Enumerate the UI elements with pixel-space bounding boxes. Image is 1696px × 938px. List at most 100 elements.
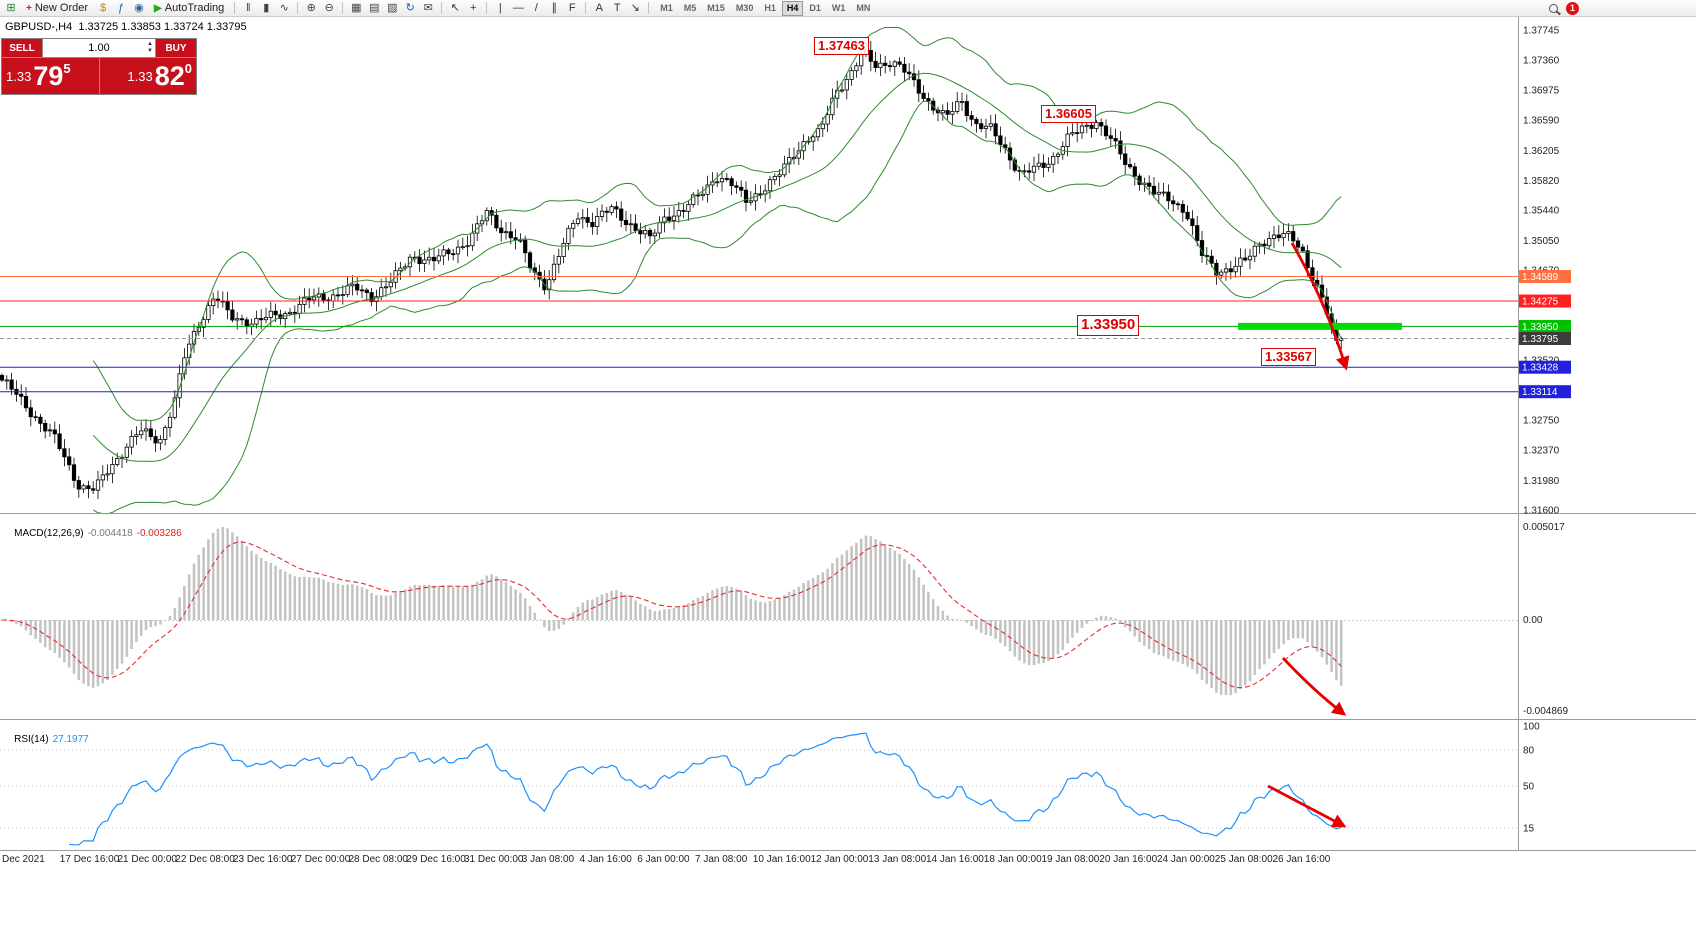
buy-price-prefix: 1.33	[127, 68, 153, 84]
svg-text:1.33114: 1.33114	[1522, 387, 1558, 398]
search-button[interactable]	[1545, 1, 1562, 16]
volume-value: 1.00	[88, 42, 110, 54]
svg-text:80: 80	[1523, 746, 1535, 757]
svg-text:1.34275: 1.34275	[1522, 297, 1559, 308]
timeframe-group[interactable]: M1 M5 M15 M30 H1 H4 D1 W1 MN	[655, 0, 875, 16]
timeframe-button-d1[interactable]: D1	[804, 1, 826, 16]
sell-button[interactable]: SELL	[2, 39, 42, 57]
profiles-icon[interactable]: ◉	[134, 1, 144, 14]
buy-price-main: 82	[154, 61, 185, 91]
macd-signal-value: -0.003286	[136, 528, 182, 539]
svg-text:24 Jan 00:00: 24 Jan 00:00	[1157, 854, 1215, 865]
sell-signal-arrow-price[interactable]	[1290, 242, 1350, 371]
spinner-up-icon[interactable]: ▲	[147, 41, 153, 47]
timeframe-button-m15[interactable]: M15	[702, 1, 730, 16]
timeframe-button-w1[interactable]: W1	[827, 1, 851, 16]
price-tag-1.33950: 1.33950	[1519, 319, 1571, 333]
new-order-button-label: New Order	[34, 2, 89, 14]
timeframe-button-m5[interactable]: M5	[679, 1, 702, 16]
svg-text:1.36975: 1.36975	[1523, 86, 1560, 97]
new-order-button[interactable]: + New Order	[21, 1, 93, 16]
horizontal-line-icon[interactable]: ―	[512, 1, 524, 14]
crosshair-icon[interactable]: +	[470, 1, 477, 14]
svg-text:1.37745: 1.37745	[1523, 26, 1560, 37]
price-annotation-1.37463[interactable]: 1.37463	[814, 37, 869, 56]
toolbar-sep	[297, 2, 299, 14]
buy-price-display[interactable]: 1.33 82 0	[98, 58, 197, 94]
svg-text:50: 50	[1523, 782, 1535, 793]
volume-spinner[interactable]: ▲ ▼	[147, 41, 153, 55]
svg-text:27 Dec 00:00: 27 Dec 00:00	[291, 854, 351, 865]
svg-text:1.32370: 1.32370	[1523, 445, 1560, 456]
strategy-tester-icon[interactable]: ↻	[405, 1, 415, 14]
sell-signal-arrow-macd[interactable]	[1281, 657, 1347, 716]
zoom-out-icon[interactable]: ⊖	[324, 1, 334, 14]
zoom-in-icon[interactable]: ⊕	[306, 1, 316, 14]
svg-text:25 Jan 08:00: 25 Jan 08:00	[1215, 854, 1273, 865]
cursor-icon[interactable]: ↖	[450, 1, 460, 14]
svg-text:1.31980: 1.31980	[1523, 476, 1560, 487]
sell-price-display[interactable]: 1.33 79 5	[2, 58, 99, 94]
svg-text:15: 15	[1523, 824, 1535, 835]
svg-text:14 Jan 16:00: 14 Jan 16:00	[926, 854, 984, 865]
timeframe-button-m1[interactable]: M1	[655, 1, 678, 16]
line-chart-type-icon[interactable]: ∿	[279, 1, 289, 14]
indicators-icon[interactable]: ƒ	[117, 1, 125, 14]
rsi-line	[69, 732, 1342, 846]
svg-text:3 Jan 08:00: 3 Jan 08:00	[522, 854, 575, 865]
spinner-down-icon[interactable]: ▼	[147, 48, 153, 54]
price-annotation-1.36605[interactable]: 1.36605	[1041, 105, 1096, 124]
bollinger-middle-band	[92, 72, 1342, 462]
toolbar: ⊞ + New Order $ ƒ ◉ ▶ AutoTrading ‖ ▮ ∿ ⊕ ⊖ ▦ ▤ ▧ ↻ ✉ ↖ + | ―…	[0, 0, 1696, 17]
autotrading-button-icon: ▶	[154, 2, 162, 14]
trade-panel-controls: SELL 1.00 ▲ ▼ BUY	[2, 39, 196, 58]
price-annotation-1.33567[interactable]: 1.33567	[1261, 348, 1316, 367]
timeframe-button-m30[interactable]: M30	[731, 1, 759, 16]
channel-icon[interactable]: ∥	[551, 1, 558, 14]
svg-text:19 Jan 08:00: 19 Jan 08:00	[1042, 854, 1100, 865]
sell-price-pip: 5	[63, 61, 71, 76]
autotrading-button[interactable]: ▶ AutoTrading	[149, 1, 229, 16]
sell-signal-arrow-rsi[interactable]	[1267, 784, 1347, 828]
arrows-tool-icon[interactable]: ↘	[630, 1, 640, 14]
fibonacci-icon[interactable]: F	[568, 1, 576, 14]
text-tool-icon[interactable]: A	[595, 1, 603, 14]
svg-text:6 Jan 00:00: 6 Jan 00:00	[637, 854, 690, 865]
volume-field[interactable]: 1.00 ▲ ▼	[42, 39, 156, 57]
vertical-line-icon[interactable]: |	[498, 1, 502, 14]
price-tag-1.33795: 1.33795	[1519, 332, 1571, 345]
svg-text:0.00: 0.00	[1523, 615, 1543, 626]
navigator-icon[interactable]: ▧	[387, 1, 398, 14]
svg-text:-0.004869: -0.004869	[1523, 706, 1568, 717]
notifications-badge[interactable]: 1	[1566, 1, 1579, 15]
svg-text:22 Dec 08:00: 22 Dec 08:00	[175, 854, 235, 865]
svg-text:100: 100	[1523, 722, 1540, 733]
buy-button[interactable]: BUY	[156, 39, 196, 57]
trendline-icon[interactable]: /	[534, 1, 538, 14]
mail-icon[interactable]: ✉	[423, 1, 433, 14]
bar-chart-type-icon[interactable]: ‖	[245, 1, 251, 14]
timeframe-button-mn[interactable]: MN	[851, 1, 875, 16]
svg-text:1.33428: 1.33428	[1522, 363, 1559, 374]
candlestick-type-icon[interactable]: ▮	[263, 1, 270, 14]
price-tag-1.34589: 1.34589	[1519, 270, 1571, 283]
price-annotation-1.33950[interactable]: 1.33950	[1077, 315, 1140, 336]
svg-text:12 Jan 00:00: 12 Jan 00:00	[811, 854, 869, 865]
svg-text:1.35440: 1.35440	[1523, 206, 1560, 217]
new-chart-icon[interactable]: ⊞	[6, 1, 16, 14]
price-axis[interactable]: 1.37745 1.37360 1.36975 1.36590 1.36205 1.358…	[1523, 26, 1568, 835]
bollinger-upper-band	[92, 26, 1342, 422]
timeframe-button-h1[interactable]: H1	[759, 1, 781, 16]
data-window-icon[interactable]: ▤	[369, 1, 380, 14]
timeframe-button-h4[interactable]: H4	[781, 0, 804, 16]
svg-text:13 Jan 08:00: 13 Jan 08:00	[868, 854, 926, 865]
price-tag-1.33114: 1.33114	[1519, 385, 1571, 399]
label-tool-icon[interactable]: T	[613, 1, 621, 14]
deposit-funds-icon[interactable]: $	[99, 1, 107, 14]
tile-windows-icon[interactable]: ▦	[351, 1, 362, 14]
toolbar-sep	[441, 2, 443, 14]
buy-price-pip: 0	[184, 61, 192, 76]
